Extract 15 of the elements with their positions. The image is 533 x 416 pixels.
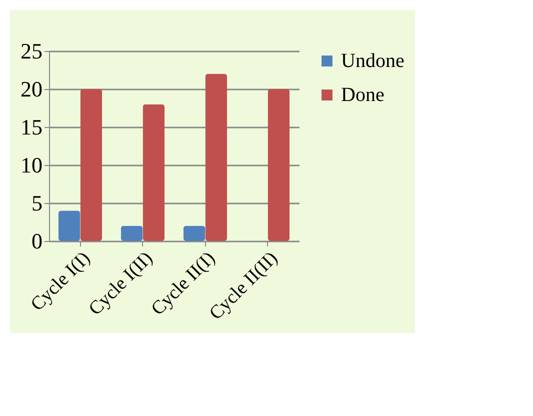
bar <box>58 210 80 241</box>
y-tick-label: 5 <box>32 190 42 216</box>
y-tick-label: 15 <box>20 114 42 140</box>
legend-label: Done <box>341 84 384 106</box>
bar <box>120 226 143 241</box>
bar <box>183 226 206 241</box>
y-tick-label: 0 <box>32 228 42 254</box>
bar <box>142 104 165 241</box>
bar <box>205 74 228 241</box>
bar <box>80 89 102 241</box>
y-tick-label: 20 <box>20 76 42 102</box>
bar <box>268 89 290 241</box>
legend-label: Undone <box>341 50 404 72</box>
y-tick-label: 25 <box>20 38 42 64</box>
y-tick-label: 10 <box>20 152 42 178</box>
